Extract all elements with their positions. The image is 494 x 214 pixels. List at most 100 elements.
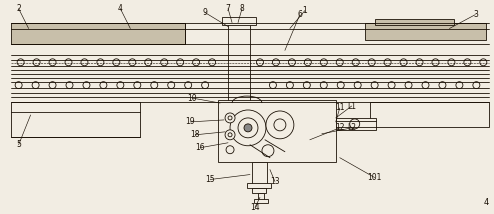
Text: 11: 11 bbox=[335, 104, 344, 113]
Bar bbox=[370, 102, 490, 127]
Text: 13: 13 bbox=[270, 177, 280, 186]
Circle shape bbox=[134, 82, 141, 89]
Circle shape bbox=[32, 82, 39, 89]
Circle shape bbox=[287, 82, 293, 89]
Circle shape bbox=[432, 59, 439, 66]
Circle shape bbox=[65, 59, 72, 66]
Circle shape bbox=[177, 59, 184, 66]
Circle shape bbox=[405, 82, 412, 89]
Circle shape bbox=[81, 59, 88, 66]
Circle shape bbox=[244, 124, 252, 132]
Circle shape bbox=[113, 59, 120, 66]
Circle shape bbox=[33, 59, 40, 66]
Text: 12: 12 bbox=[335, 123, 344, 132]
Bar bbox=[252, 189, 266, 193]
Circle shape bbox=[225, 113, 235, 123]
Circle shape bbox=[145, 59, 152, 66]
Circle shape bbox=[100, 82, 107, 89]
Text: 3: 3 bbox=[473, 10, 478, 19]
Bar bbox=[218, 100, 336, 162]
Circle shape bbox=[384, 59, 391, 66]
Circle shape bbox=[238, 118, 258, 138]
Circle shape bbox=[303, 82, 310, 89]
Bar bbox=[336, 118, 375, 130]
Circle shape bbox=[439, 82, 446, 89]
Circle shape bbox=[354, 82, 361, 89]
Text: 18: 18 bbox=[190, 130, 200, 139]
Text: L2: L2 bbox=[348, 123, 357, 132]
Circle shape bbox=[456, 82, 463, 89]
Circle shape bbox=[230, 110, 266, 146]
Bar bbox=[252, 162, 267, 183]
Circle shape bbox=[228, 133, 232, 137]
Circle shape bbox=[256, 59, 263, 66]
Text: 9: 9 bbox=[203, 8, 207, 17]
Bar bbox=[365, 22, 486, 40]
Circle shape bbox=[368, 59, 375, 66]
Circle shape bbox=[272, 59, 280, 66]
Bar bbox=[11, 102, 140, 137]
Circle shape bbox=[388, 82, 395, 89]
Bar bbox=[374, 19, 454, 25]
Circle shape bbox=[151, 82, 158, 89]
Circle shape bbox=[66, 82, 73, 89]
Text: L1: L1 bbox=[348, 101, 357, 110]
Circle shape bbox=[202, 82, 208, 89]
Bar bbox=[254, 199, 268, 203]
Circle shape bbox=[416, 59, 423, 66]
Circle shape bbox=[266, 111, 294, 139]
Text: 16: 16 bbox=[195, 143, 205, 152]
Circle shape bbox=[464, 59, 471, 66]
Text: 4: 4 bbox=[484, 198, 490, 207]
Text: 1: 1 bbox=[302, 6, 307, 15]
Text: 8: 8 bbox=[240, 4, 245, 13]
Circle shape bbox=[83, 82, 90, 89]
Bar bbox=[258, 193, 264, 201]
Circle shape bbox=[185, 82, 192, 89]
Text: 14: 14 bbox=[250, 203, 260, 212]
Text: 101: 101 bbox=[368, 173, 382, 182]
Circle shape bbox=[208, 59, 215, 66]
Circle shape bbox=[226, 146, 234, 154]
Circle shape bbox=[97, 59, 104, 66]
Circle shape bbox=[336, 59, 343, 66]
Bar bbox=[228, 22, 250, 102]
Circle shape bbox=[161, 59, 168, 66]
Text: 15: 15 bbox=[206, 175, 215, 184]
Circle shape bbox=[473, 82, 480, 89]
Text: 6: 6 bbox=[297, 10, 302, 19]
Circle shape bbox=[49, 82, 56, 89]
Circle shape bbox=[350, 119, 360, 129]
Circle shape bbox=[193, 59, 200, 66]
Circle shape bbox=[262, 145, 274, 157]
Circle shape bbox=[288, 59, 295, 66]
Circle shape bbox=[117, 82, 124, 89]
Circle shape bbox=[400, 59, 407, 66]
Circle shape bbox=[15, 82, 22, 89]
Circle shape bbox=[422, 82, 429, 89]
Bar bbox=[247, 183, 271, 189]
Circle shape bbox=[274, 119, 286, 131]
Circle shape bbox=[352, 59, 359, 66]
Circle shape bbox=[304, 59, 311, 66]
Text: 2: 2 bbox=[16, 4, 21, 13]
Circle shape bbox=[225, 130, 235, 140]
Bar bbox=[11, 22, 185, 45]
Circle shape bbox=[320, 82, 327, 89]
Circle shape bbox=[448, 59, 455, 66]
Circle shape bbox=[371, 82, 378, 89]
Circle shape bbox=[269, 82, 277, 89]
Circle shape bbox=[320, 59, 327, 66]
Circle shape bbox=[129, 59, 136, 66]
Circle shape bbox=[480, 59, 487, 66]
Text: 5: 5 bbox=[16, 140, 21, 149]
Text: 7: 7 bbox=[226, 4, 231, 13]
Bar bbox=[222, 17, 256, 25]
Circle shape bbox=[17, 59, 24, 66]
Text: 19: 19 bbox=[185, 117, 195, 126]
Circle shape bbox=[168, 82, 175, 89]
Circle shape bbox=[49, 59, 56, 66]
Circle shape bbox=[228, 116, 232, 120]
Text: 10: 10 bbox=[187, 94, 197, 103]
Text: 4: 4 bbox=[118, 4, 123, 13]
